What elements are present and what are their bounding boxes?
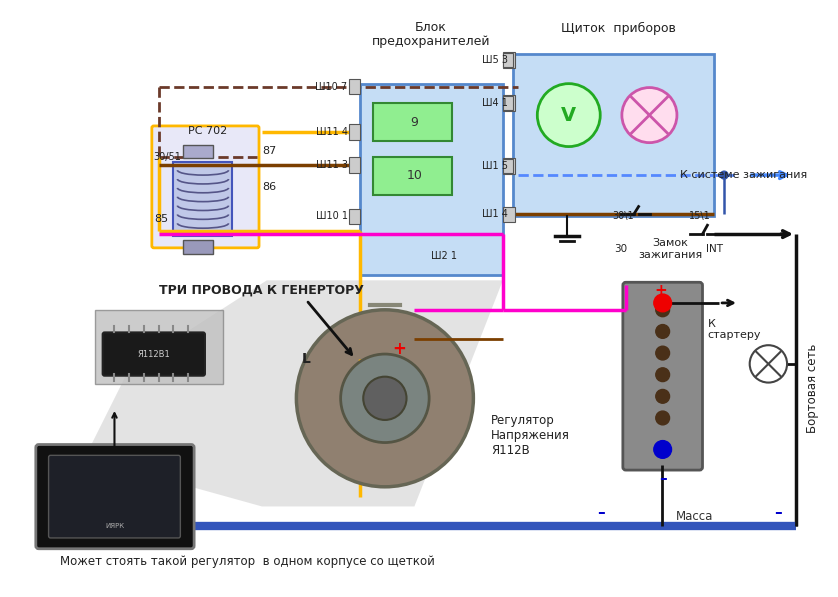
Bar [184,240,213,254]
Text: 30/51: 30/51 [154,152,182,162]
FancyBboxPatch shape [103,333,205,376]
Text: +: + [393,340,406,358]
Circle shape [537,84,600,147]
Text: –: – [659,472,666,487]
Text: +: + [654,282,667,298]
Circle shape [340,354,429,442]
Text: Щиток  приборов: Щиток приборов [561,21,676,35]
FancyBboxPatch shape [49,456,180,538]
Text: Ш2 1: Ш2 1 [431,251,457,261]
Polygon shape [336,457,434,487]
Text: К
стартеру: К стартеру [707,319,761,340]
Text: 10: 10 [406,168,422,181]
Text: Ш10 1: Ш10 1 [316,211,348,221]
Text: 30\1: 30\1 [612,211,634,221]
Circle shape [656,346,670,360]
FancyBboxPatch shape [152,126,259,248]
Text: 86: 86 [262,182,276,192]
Text: INT: INT [706,244,723,254]
Text: ИЯРК: ИЯРК [105,523,124,529]
Text: –: – [774,505,782,520]
Bar [503,96,515,111]
Text: ТРИ ПРОВОДА К ГЕНЕРТОРУ: ТРИ ПРОВОДА К ГЕНЕРТОРУ [158,284,364,297]
Bar [373,158,452,195]
Text: 15\1: 15\1 [689,211,711,221]
Bar [349,79,360,94]
FancyBboxPatch shape [36,445,194,549]
Bar [349,158,360,173]
Text: предохранителей: предохранителей [372,35,490,48]
Circle shape [297,310,473,487]
Text: Бортовая сеть: Бортовая сеть [806,344,819,433]
Polygon shape [85,281,503,506]
Text: Замок
зажигания: Замок зажигания [638,238,702,260]
Text: 30: 30 [614,244,628,254]
Text: Масса: Масса [676,510,713,523]
Bar [513,54,714,216]
Text: Ш11 3: Ш11 3 [316,160,348,170]
Bar [503,53,513,67]
Circle shape [656,325,670,338]
Bar [503,158,515,174]
Bar [349,124,360,140]
Bar [503,97,513,110]
Text: –: – [597,505,605,520]
Circle shape [750,345,787,383]
Text: Ш1 4: Ш1 4 [482,210,508,220]
Text: 87: 87 [262,146,277,155]
Text: Может стоять такой регулятор  в одном корпусе со щеткой: Может стоять такой регулятор в одном кор… [59,555,435,568]
Text: Я112В1: Я112В1 [137,350,170,359]
Circle shape [656,411,670,425]
Bar [503,207,515,222]
Text: 85: 85 [154,214,168,224]
Bar [360,84,503,275]
Circle shape [656,389,670,403]
Text: Ш11 4: Ш11 4 [316,127,348,137]
Text: Регулятор
Напряжения
Я112В: Регулятор Напряжения Я112В [491,414,570,457]
Text: 9: 9 [411,116,418,130]
Text: Ш10 7: Ш10 7 [315,82,348,91]
Text: L: L [302,352,311,366]
Text: РС 702: РС 702 [189,126,227,136]
Circle shape [720,171,728,179]
Text: Блок: Блок [415,21,447,33]
Circle shape [622,88,677,143]
Bar [95,310,223,383]
Bar [503,52,515,68]
Bar [349,208,360,224]
Bar [184,144,213,158]
Circle shape [656,368,670,381]
Bar [503,159,513,173]
Circle shape [654,441,671,458]
Circle shape [656,303,670,316]
Text: Ш4 1: Ш4 1 [482,99,508,108]
Bar [373,103,452,141]
Text: V: V [561,106,577,125]
Circle shape [654,294,671,312]
Text: Ш5 3: Ш5 3 [482,55,508,65]
Text: К системе зажигания: К системе зажигания [680,170,807,180]
Bar [173,162,232,236]
FancyBboxPatch shape [623,282,702,470]
Text: Ш1 5: Ш1 5 [482,161,508,171]
Circle shape [363,377,406,420]
